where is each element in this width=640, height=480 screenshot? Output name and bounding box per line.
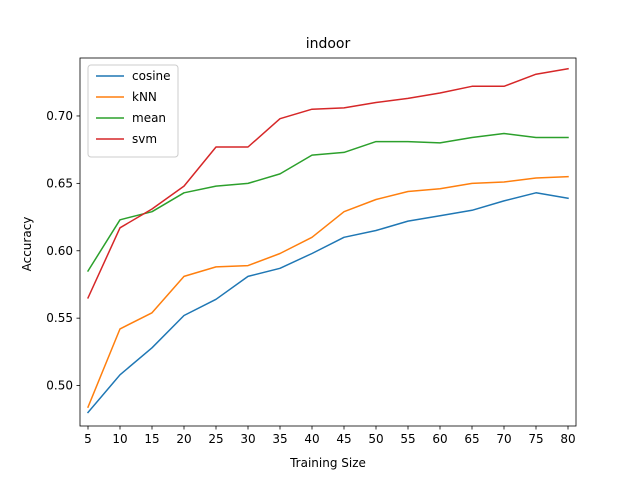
plot-area: 5 10 15 20 25 30 35 40 45 50 55 60 65 70 75 80 0.50 0.55 0… xyxy=(46,57,577,446)
x-tick-label: 60 xyxy=(432,432,447,446)
legend-label-cosine: cosine xyxy=(132,69,171,83)
x-tick-label: 65 xyxy=(464,432,479,446)
x-tick-label: 40 xyxy=(304,432,319,446)
legend-label-svm: svm xyxy=(132,132,157,146)
x-tick-label: 70 xyxy=(496,432,511,446)
y-tick-label: 0.50 xyxy=(46,379,73,393)
x-tick-label: 75 xyxy=(528,432,543,446)
x-tick-label: 45 xyxy=(336,432,351,446)
x-axis-title: Training Size xyxy=(289,456,366,470)
series-line-knn xyxy=(87,175,569,409)
series-line-svm xyxy=(87,67,569,299)
y-tick-label: 0.55 xyxy=(46,311,73,325)
x-tick-label: 5 xyxy=(84,432,92,446)
y-tick-label: 0.65 xyxy=(46,176,73,190)
x-tick-label: 35 xyxy=(272,432,287,446)
y-axis-title: Accuracy xyxy=(20,217,34,272)
x-tick-label: 30 xyxy=(240,432,255,446)
x-tick-label: 25 xyxy=(208,432,223,446)
chart-title: indoor xyxy=(306,36,351,52)
x-tick-label: 20 xyxy=(176,432,191,446)
series-line-mean xyxy=(86,132,569,273)
legend-label-mean: mean xyxy=(132,111,166,125)
x-tick-label: 15 xyxy=(144,432,159,446)
x-tick-label: 55 xyxy=(400,432,415,446)
series-line-cosine xyxy=(86,192,569,414)
y-tick-label: 0.60 xyxy=(46,244,73,258)
x-tick-label: 10 xyxy=(112,432,127,446)
y-tick-label: 0.70 xyxy=(46,109,73,123)
x-tick-label: 50 xyxy=(368,432,383,446)
plot-frame xyxy=(79,57,577,427)
legend-label-knn: kNN xyxy=(132,90,157,104)
x-tick-label: 80 xyxy=(560,432,575,446)
legend-box xyxy=(87,64,179,158)
